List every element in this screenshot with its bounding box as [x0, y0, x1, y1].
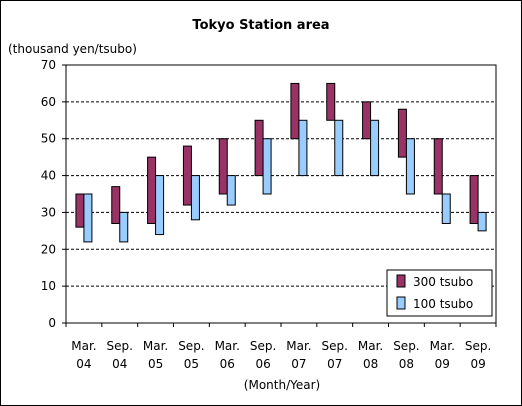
- bar-300-tsubo-1: [111, 186, 121, 224]
- y-tick-label: 0: [48, 316, 56, 330]
- bar-300-tsubo-8: [362, 101, 372, 140]
- bar-300-tsubo-4: [218, 138, 228, 195]
- bars: [75, 82, 487, 243]
- x-tick-label-month: Mar.: [286, 339, 311, 353]
- x-tick-label-month: Sep.: [107, 339, 133, 353]
- y-tick-label: 10: [41, 279, 56, 293]
- y-tick-label: 50: [41, 132, 56, 146]
- x-tick-label-year: 07: [327, 357, 342, 371]
- bar-300-tsubo-6: [290, 82, 300, 140]
- legend-label-300-tsubo: 300 tsubo: [413, 275, 473, 289]
- y-tick-label: 30: [41, 205, 56, 219]
- x-tick-label-year: 05: [184, 357, 199, 371]
- x-tick-label-month: Mar.: [358, 339, 383, 353]
- bar-300-tsubo-5: [254, 119, 264, 177]
- x-tick-label-year: 09: [435, 357, 450, 371]
- bar-300-tsubo-0: [75, 193, 85, 228]
- bar-100-tsubo-7: [334, 119, 344, 177]
- bar-300-tsubo-10: [433, 138, 443, 195]
- y-axis-ticks: 0 10 20 30 40 50 60 70: [41, 58, 66, 330]
- gridlines: [66, 64, 496, 287]
- x-tick-label-year: 08: [363, 357, 378, 371]
- x-tick-label-month: Mar.: [215, 339, 240, 353]
- x-axis-label: (Month/Year): [244, 378, 320, 392]
- legend-label-100-tsubo: 100 tsubo: [413, 297, 473, 311]
- bar-300-tsubo-2: [147, 156, 157, 224]
- x-tick-label-month: Mar.: [430, 339, 455, 353]
- bar-300-tsubo-3: [182, 145, 192, 206]
- legend: 300 tsubo 100 tsubo: [386, 269, 493, 317]
- bar-300-tsubo-9: [397, 108, 407, 158]
- bar-100-tsubo-10: [441, 193, 451, 224]
- bar-300-tsubo-11: [469, 175, 479, 224]
- bar-300-tsubo-7: [326, 82, 336, 121]
- x-tick-label-year: 07: [291, 357, 306, 371]
- bar-100-tsubo-4: [226, 175, 236, 206]
- x-tick-label-month: Sep.: [178, 339, 204, 353]
- x-tick-label-year: 09: [470, 357, 485, 371]
- x-tick-label-month: Sep.: [322, 339, 348, 353]
- x-tick-label-month: Mar.: [143, 339, 168, 353]
- bar-100-tsubo-1: [119, 211, 129, 243]
- x-axis-ticks: Mar. 04 Sep. 04 Mar. 05 Sep. 05 Mar. 06 Sep. 06 Mar.…: [65, 323, 497, 371]
- x-tick-label-month: Sep.: [250, 339, 276, 353]
- x-tick-label-month: Sep.: [393, 339, 419, 353]
- chart-title: Tokyo Station area: [192, 18, 329, 33]
- bar-100-tsubo-9: [405, 138, 415, 195]
- y-tick-label: 70: [41, 58, 56, 72]
- bar-100-tsubo-3: [190, 175, 200, 221]
- bar-100-tsubo-0: [83, 193, 93, 243]
- x-tick-label-year: 06: [220, 357, 235, 371]
- x-tick-label-month: Sep.: [465, 339, 491, 353]
- y-tick-label: 20: [41, 242, 56, 256]
- x-tick-label-year: 04: [76, 357, 91, 371]
- bar-100-tsubo-6: [298, 119, 308, 177]
- legend-swatch-300-tsubo: [396, 274, 406, 288]
- x-tick-label-year: 08: [399, 357, 414, 371]
- bar-100-tsubo-11: [477, 211, 487, 232]
- x-tick-label-year: 04: [112, 357, 127, 371]
- bar-100-tsubo-8: [370, 119, 380, 177]
- x-tick-label-year: 06: [255, 357, 270, 371]
- x-tick-label-month: Mar.: [71, 339, 96, 353]
- y-tick-label: 60: [41, 95, 56, 109]
- x-tick-label-year: 05: [148, 357, 163, 371]
- legend-swatch-100-tsubo: [396, 296, 406, 310]
- y-tick-label: 40: [41, 169, 56, 183]
- bar-100-tsubo-2: [155, 175, 165, 236]
- bar-100-tsubo-5: [262, 138, 272, 195]
- y-axis-label: (thousand yen/tsubo): [8, 42, 137, 56]
